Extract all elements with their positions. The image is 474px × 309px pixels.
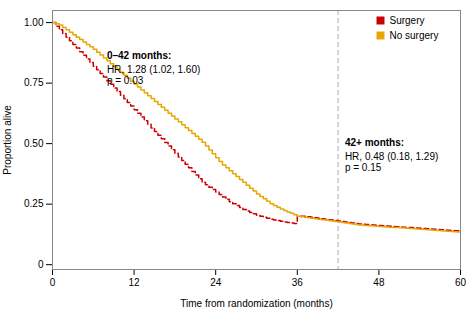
svg-text:12: 12 bbox=[129, 277, 141, 288]
svg-text:60: 60 bbox=[455, 277, 467, 288]
svg-text:1.00: 1.00 bbox=[24, 17, 44, 28]
svg-text:No surgery: No surgery bbox=[390, 30, 439, 41]
svg-text:24: 24 bbox=[210, 277, 222, 288]
svg-text:48: 48 bbox=[373, 277, 385, 288]
svg-text:Surgery: Surgery bbox=[390, 15, 425, 26]
svg-text:36: 36 bbox=[292, 277, 304, 288]
svg-text:Time from randomization (month: Time from randomization (months) bbox=[180, 298, 332, 309]
svg-text:Proportion alive: Proportion alive bbox=[2, 105, 13, 175]
svg-text:HR, 1.28 (1.02, 1.60)p = 0.03: HR, 1.28 (1.02, 1.60)p = 0.03 bbox=[107, 64, 200, 86]
svg-text:0.50: 0.50 bbox=[24, 138, 44, 149]
svg-text:0: 0 bbox=[38, 259, 44, 270]
svg-text:0.25: 0.25 bbox=[24, 198, 44, 209]
svg-text:42+ months:: 42+ months: bbox=[345, 137, 404, 148]
svg-text:0: 0 bbox=[50, 277, 56, 288]
svg-text:HR, 0.48 (0.18, 1.29)p = 0.15: HR, 0.48 (0.18, 1.29)p = 0.15 bbox=[345, 151, 438, 174]
svg-text:0.75: 0.75 bbox=[24, 77, 44, 88]
svg-text:0–42 months:: 0–42 months: bbox=[107, 50, 171, 61]
